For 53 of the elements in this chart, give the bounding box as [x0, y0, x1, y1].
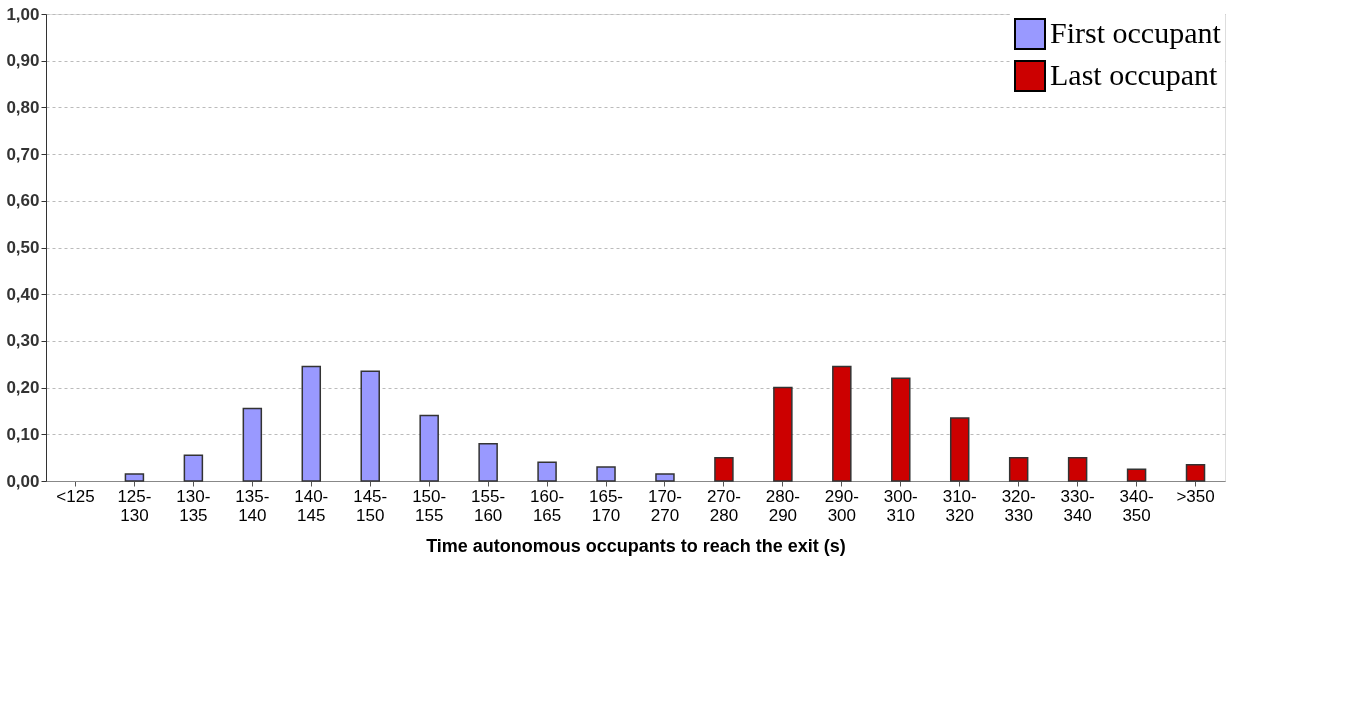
x-tick-label: 320-330: [1001, 486, 1036, 525]
bar: [773, 386, 793, 482]
y-tick-label: 0,50: [6, 238, 40, 257]
y-tick-label: 0,40: [6, 284, 40, 304]
bar: [124, 473, 145, 482]
x-tick-label: 290-300: [824, 486, 859, 525]
bar: [183, 454, 204, 482]
y-tick-label: 0,20: [6, 378, 40, 398]
bar: [1008, 456, 1029, 482]
x-tick-label: 310-320: [942, 486, 977, 525]
y-tick-label: 0,10: [6, 424, 40, 444]
x-tick-label: 145-150: [353, 486, 388, 525]
y-tick-label: 0,60: [6, 191, 40, 211]
bar: [596, 466, 616, 482]
x-tick-label: 140-145: [294, 486, 329, 525]
bar: [655, 473, 675, 482]
bar: [891, 377, 911, 482]
x-axis-title: Time autonomous occupants to reach the exit (s): [426, 535, 846, 556]
y-tick-label: 0,80: [6, 97, 40, 117]
x-tick-label: 170-270: [647, 486, 682, 525]
legend-label: Last occupant: [1050, 58, 1219, 91]
x-tick-label: 125-130: [117, 486, 152, 525]
bar: [537, 461, 557, 482]
x-tick-label: >350: [1176, 486, 1215, 506]
y-tick-label: 0,00: [6, 471, 40, 491]
x-tick-label: 300-310: [883, 486, 918, 525]
bar: [1067, 456, 1088, 482]
x-tick-label: 135-140: [235, 486, 270, 525]
bar: [360, 370, 380, 482]
bar: [242, 407, 263, 482]
x-tick-label: <125: [56, 486, 95, 506]
bar: [714, 456, 734, 482]
legend-label: First occupant: [1050, 16, 1222, 49]
x-tick-label: 330-340: [1060, 486, 1095, 525]
x-tick-label: 270-280: [706, 486, 741, 525]
bar: [1185, 463, 1206, 482]
bar: [419, 414, 439, 482]
x-tick-label: 150-155: [412, 486, 447, 525]
bar: [301, 365, 322, 482]
y-tick-label: 0,30: [6, 331, 40, 351]
x-tick-label: 155-160: [471, 486, 506, 525]
x-tick-label: 280-290: [765, 486, 800, 525]
bar: [949, 417, 970, 482]
y-tick-label: 1,00: [6, 4, 40, 24]
x-tick-label: 340-350: [1119, 486, 1154, 525]
x-tick-label: 160-165: [530, 486, 565, 525]
x-tick-label: 130-135: [176, 486, 211, 525]
bar: [1126, 468, 1147, 482]
y-tick-label: 0,70: [6, 144, 40, 164]
y-tick-label: 0,90: [6, 51, 40, 71]
bar: [478, 442, 498, 482]
bar: [832, 365, 852, 482]
x-tick-label: 165-170: [589, 486, 624, 525]
